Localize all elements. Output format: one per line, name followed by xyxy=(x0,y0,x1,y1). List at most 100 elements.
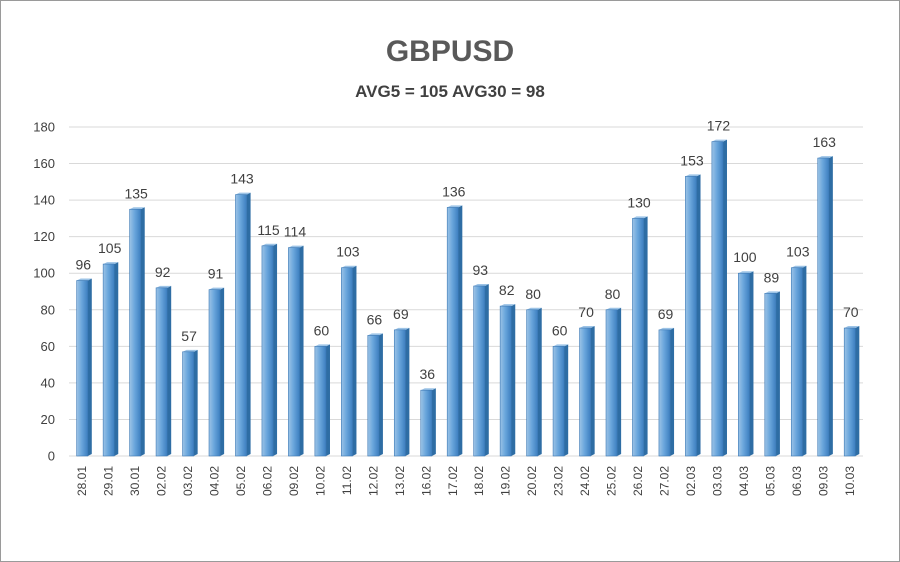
bar-side xyxy=(140,207,145,456)
x-tick-label: 29.01 xyxy=(102,466,116,496)
bar-face xyxy=(367,335,380,457)
data-label: 66 xyxy=(367,311,383,327)
data-label: 80 xyxy=(525,286,541,302)
bar-face xyxy=(182,351,194,457)
bar xyxy=(393,327,410,457)
bar-face xyxy=(155,287,168,457)
bar-side xyxy=(802,265,807,456)
bar-top xyxy=(288,245,304,248)
data-label: 60 xyxy=(552,322,568,338)
x-tick-label: 18.02 xyxy=(472,466,486,496)
bar-face xyxy=(790,267,803,457)
y-tick-label: 120 xyxy=(33,229,55,244)
data-label: 60 xyxy=(314,322,330,338)
chart-title: GBPUSD xyxy=(386,35,514,68)
bar-top xyxy=(341,265,357,268)
bar xyxy=(314,344,330,457)
x-tick-label: 10.03 xyxy=(843,466,857,496)
x-tick-label: 23.02 xyxy=(552,466,566,496)
bar-face xyxy=(288,247,300,457)
bar-top xyxy=(420,388,436,391)
bar-face xyxy=(102,263,115,457)
bar xyxy=(129,207,145,457)
y-tick-label: 40 xyxy=(41,375,55,390)
bar-top xyxy=(579,326,595,329)
x-tick-label: 30.01 xyxy=(128,466,142,496)
bar-side xyxy=(722,139,727,456)
bar-top xyxy=(632,216,648,219)
data-label: 70 xyxy=(578,304,594,320)
bar-side xyxy=(352,265,357,456)
bar xyxy=(76,278,92,457)
y-tick-label: 80 xyxy=(41,302,55,317)
bar-face xyxy=(341,267,353,457)
bar-side xyxy=(220,287,225,456)
x-tick-label: 24.02 xyxy=(578,466,592,496)
y-tick-label: 180 xyxy=(33,120,55,135)
bar xyxy=(790,265,807,457)
x-tick-label: 13.02 xyxy=(393,466,407,496)
bar-face xyxy=(235,194,247,457)
bar-side xyxy=(87,278,92,456)
bar-top xyxy=(526,307,542,310)
data-label: 36 xyxy=(420,366,436,382)
data-label: 153 xyxy=(680,152,704,168)
bar-face xyxy=(473,285,486,457)
bar-side xyxy=(643,216,648,456)
y-tick-label: 140 xyxy=(33,193,55,208)
bar xyxy=(685,174,701,457)
bar-top xyxy=(844,326,860,329)
x-tick-label: 05.02 xyxy=(234,466,248,496)
chart-subtitle: AVG5 = 105 AVG30 = 98 xyxy=(355,82,545,101)
x-tick-label: 06.03 xyxy=(790,466,804,496)
bar-top xyxy=(658,327,675,330)
data-label: 92 xyxy=(155,264,171,280)
bar-top xyxy=(817,156,833,159)
bar-side xyxy=(564,344,569,456)
bar-side xyxy=(828,156,833,457)
bar-side xyxy=(775,291,780,456)
bar-side xyxy=(273,243,278,456)
x-tick-label: 11.02 xyxy=(340,466,354,495)
data-label: 172 xyxy=(707,118,731,134)
bar-side xyxy=(167,285,172,456)
bar-side xyxy=(378,333,383,456)
bar-top xyxy=(685,174,701,177)
data-label: 130 xyxy=(627,194,651,210)
bar xyxy=(155,285,172,457)
bar-side xyxy=(299,245,304,456)
bar xyxy=(605,307,622,457)
bar xyxy=(473,284,489,457)
bar xyxy=(341,265,357,457)
bar-top xyxy=(394,327,410,330)
bar-side xyxy=(855,326,860,456)
x-tick-label: 10.02 xyxy=(313,466,327,496)
x-tick-label: 19.02 xyxy=(499,466,513,496)
bar-side xyxy=(537,307,542,456)
bar-side xyxy=(670,327,675,456)
data-label: 136 xyxy=(442,183,466,199)
bar xyxy=(843,326,860,457)
x-tick-label: 03.03 xyxy=(710,466,724,496)
bar-face xyxy=(764,293,777,457)
data-label: 100 xyxy=(733,249,757,265)
bar-face xyxy=(129,208,142,457)
bar-side xyxy=(114,262,119,456)
x-tick-label: 03.02 xyxy=(181,466,195,496)
bar xyxy=(235,192,251,457)
data-label: 93 xyxy=(472,262,488,278)
bar xyxy=(208,287,225,457)
y-tick-label: 0 xyxy=(48,449,55,464)
bar xyxy=(102,262,119,457)
bar-top xyxy=(261,243,278,246)
data-label: 103 xyxy=(786,244,810,260)
bar-face xyxy=(711,141,724,457)
x-tick-label: 06.02 xyxy=(261,466,275,496)
data-label: 96 xyxy=(75,257,91,273)
bar-side xyxy=(617,307,622,456)
y-tick-label: 60 xyxy=(41,339,55,354)
data-label: 69 xyxy=(658,306,674,322)
bar xyxy=(288,245,304,457)
bar xyxy=(711,139,727,457)
